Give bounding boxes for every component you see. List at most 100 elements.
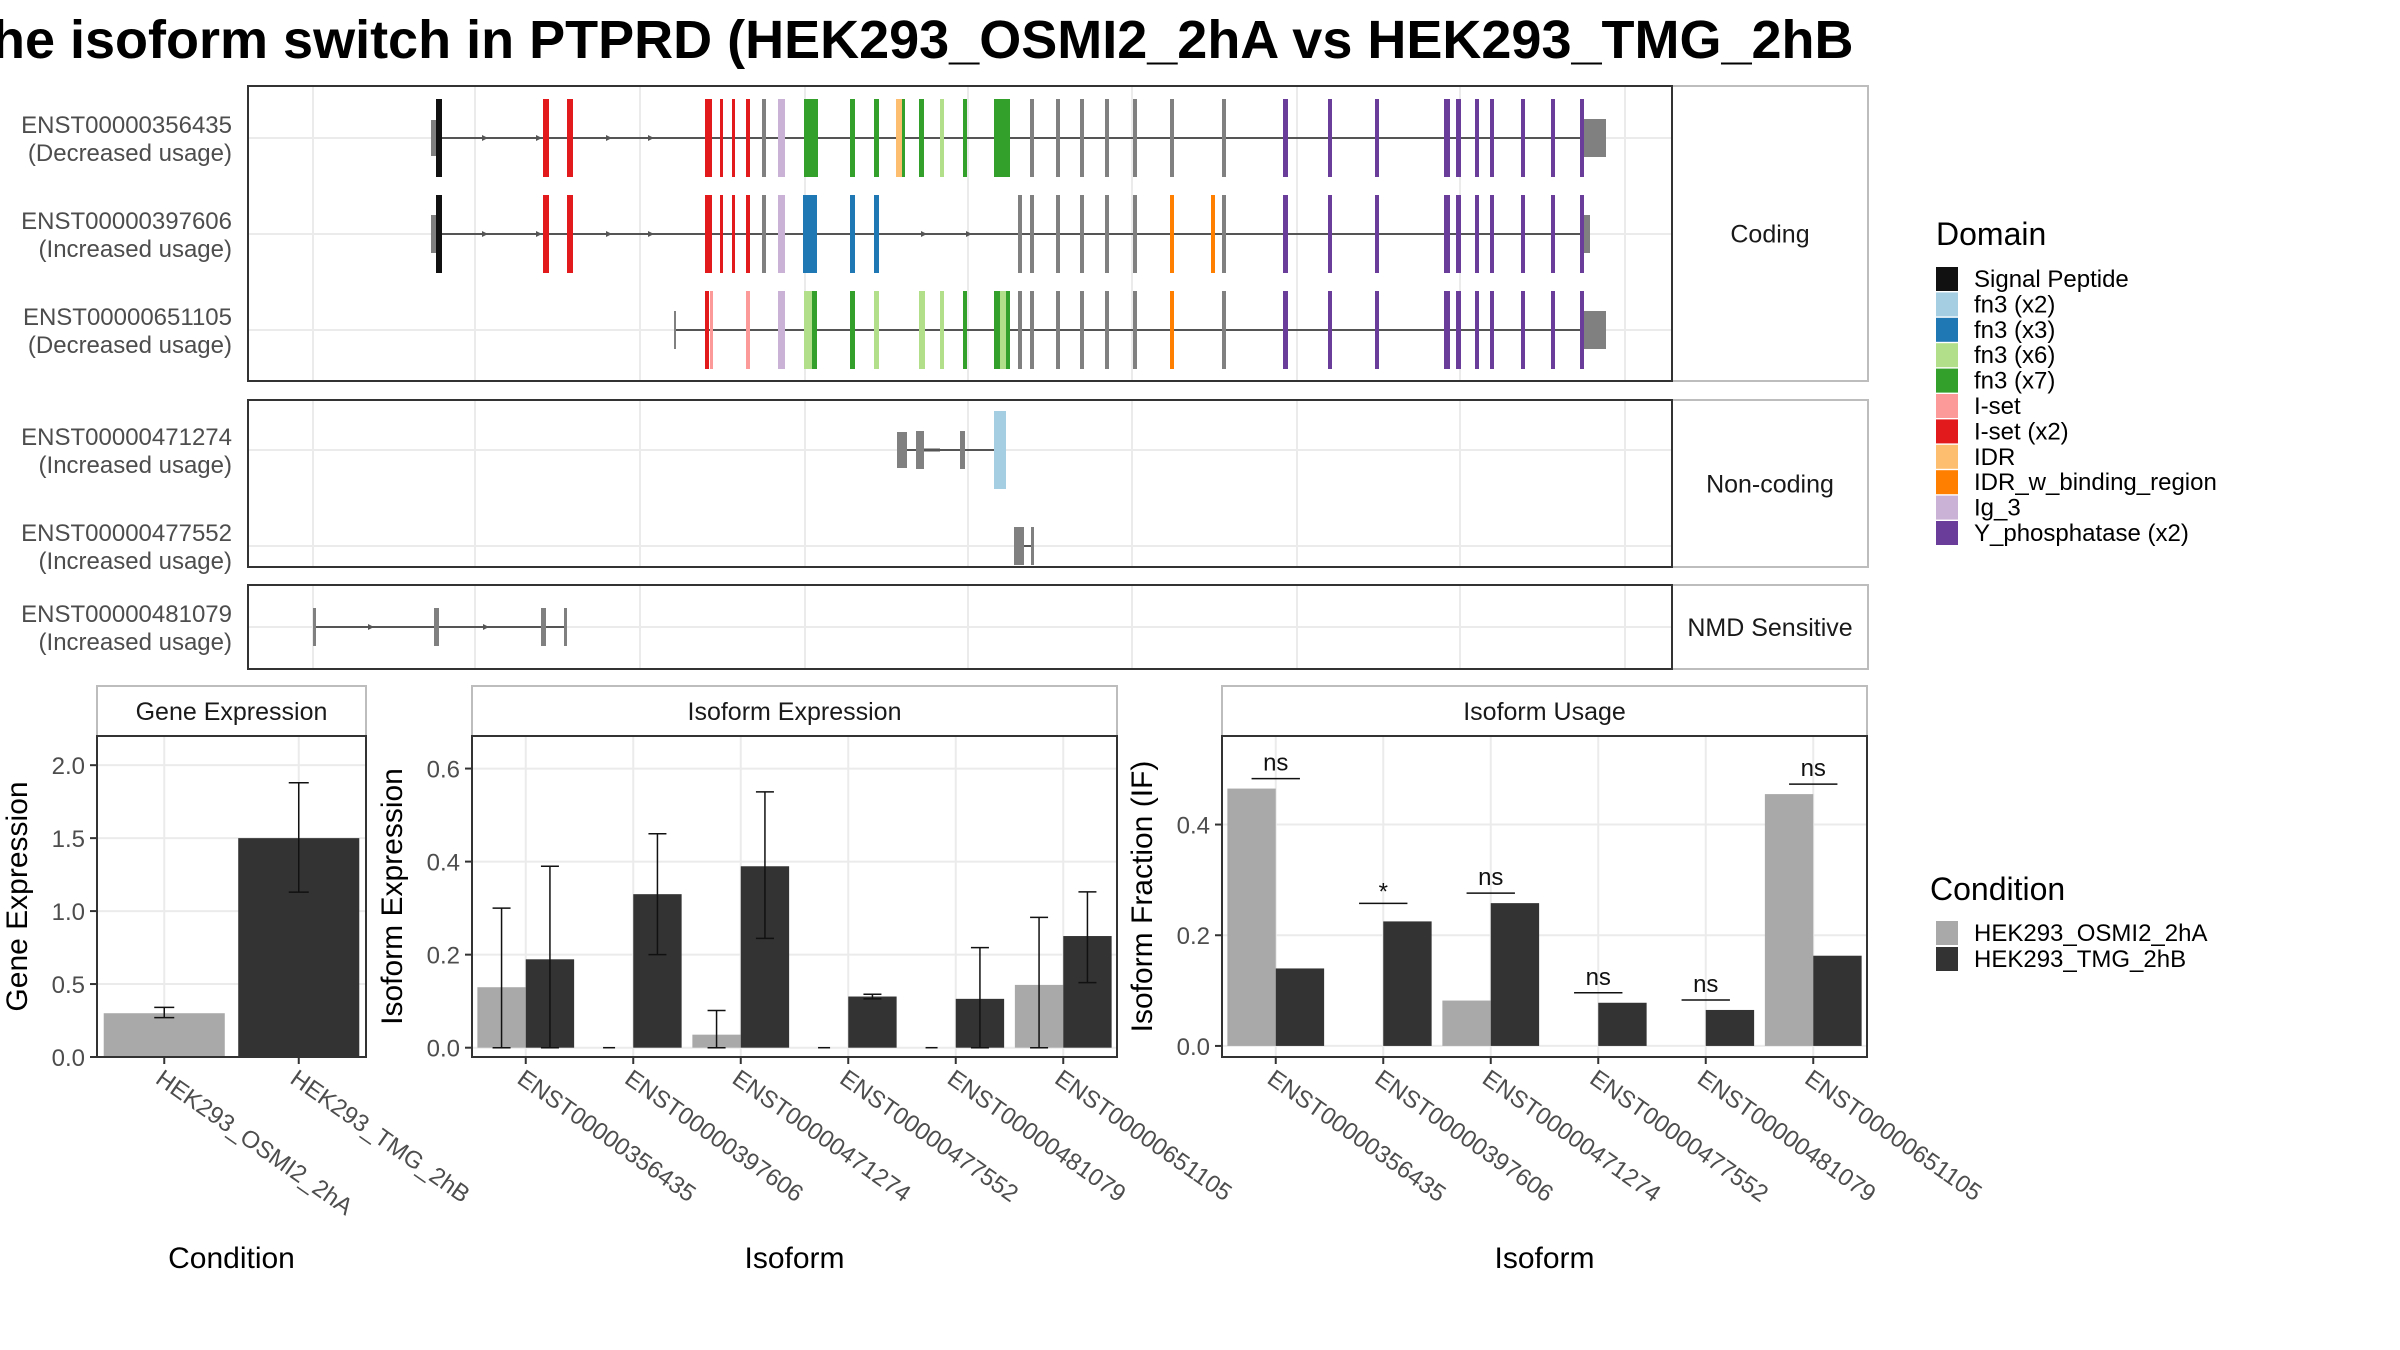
x-tick-label: ENST00000356435 bbox=[512, 1065, 700, 1208]
domain-legend-title: Domain bbox=[1936, 216, 2046, 252]
y-tick-label: 0.2 bbox=[1177, 923, 1210, 950]
strand-arrow bbox=[482, 231, 488, 237]
strand-arrow bbox=[606, 231, 612, 237]
strand-arrow bbox=[966, 231, 972, 237]
domain-exon bbox=[1328, 195, 1332, 273]
utr-exon bbox=[1582, 215, 1590, 253]
bar-panel-border bbox=[471, 735, 1118, 1058]
domain-exon bbox=[1551, 291, 1555, 369]
bar-panel-border bbox=[1221, 735, 1868, 1058]
y-tick-label: 1.5 bbox=[52, 826, 85, 853]
isoform-usage-label: (Increased usage) bbox=[39, 236, 232, 263]
coding-exon bbox=[1080, 291, 1084, 369]
domain-legend-swatch bbox=[1936, 292, 1958, 317]
isoform-usage-label: (Increased usage) bbox=[39, 629, 232, 656]
domain-exon bbox=[1328, 99, 1332, 177]
domain-exon bbox=[994, 291, 1000, 369]
y-tick-label: 0.4 bbox=[427, 850, 460, 877]
bar bbox=[1490, 903, 1540, 1046]
x-tick-label: ENST00000356435 bbox=[1262, 1065, 1450, 1208]
domain-exon bbox=[1456, 99, 1461, 177]
coding-exon bbox=[1056, 195, 1060, 273]
domain-exon bbox=[1580, 99, 1584, 177]
domain-exon bbox=[896, 99, 902, 177]
domain-exon bbox=[567, 195, 573, 273]
x-axis-title: Condition bbox=[168, 1242, 295, 1275]
x-axis-title: Isoform bbox=[744, 1242, 844, 1275]
utr-exon bbox=[431, 215, 436, 253]
domain-exon bbox=[1170, 195, 1174, 273]
y-tick-label: 0.0 bbox=[52, 1045, 85, 1072]
y-tick-label: 0.5 bbox=[52, 972, 85, 999]
domain-exon bbox=[919, 291, 925, 369]
condition-legend-title: Condition bbox=[1930, 871, 2065, 907]
significance-label: * bbox=[1379, 878, 1388, 905]
coding-exon bbox=[1030, 195, 1034, 273]
coding-exon bbox=[1222, 291, 1226, 369]
domain-legend-swatch bbox=[1936, 470, 1958, 495]
coding-exon bbox=[1080, 195, 1084, 273]
domain-exon bbox=[567, 99, 573, 177]
facet-strip-label: Coding bbox=[1730, 221, 1809, 249]
domain-legend-label: Signal Peptide bbox=[1974, 266, 2129, 293]
domain-legend-swatch bbox=[1936, 495, 1958, 520]
domain-legend-label: IDR_w_binding_region bbox=[1974, 469, 2217, 496]
domain-exon bbox=[778, 99, 785, 177]
domain-exon bbox=[812, 291, 817, 369]
strand-arrow bbox=[482, 135, 488, 141]
domain-exon bbox=[705, 195, 712, 273]
domain-exon bbox=[543, 195, 549, 273]
domain-exon bbox=[1521, 99, 1525, 177]
utr-exon bbox=[916, 431, 924, 469]
facet-strip-label: Non-coding bbox=[1706, 471, 1834, 499]
domain-exon bbox=[1521, 195, 1525, 273]
isoform-row-label: ENST00000397606 bbox=[21, 208, 232, 235]
coding-exon bbox=[1133, 99, 1137, 177]
panel-title: Isoform Usage bbox=[1463, 698, 1626, 726]
coding-exon bbox=[1018, 195, 1022, 273]
coding-exon bbox=[1030, 99, 1034, 177]
domain-exon bbox=[1475, 99, 1479, 177]
isoform-row-label: ENST00000481079 bbox=[21, 601, 232, 628]
x-tick-label: ENST00000471274 bbox=[1477, 1065, 1665, 1208]
domain-exon bbox=[994, 99, 1010, 177]
x-tick-label: ENST00000471274 bbox=[727, 1065, 915, 1208]
domain-exon bbox=[710, 291, 713, 369]
domain-legend-label: fn3 (x3) bbox=[1974, 317, 2055, 344]
domain-exon bbox=[1328, 291, 1332, 369]
y-tick-label: 0.4 bbox=[1177, 813, 1210, 840]
domain-exon bbox=[746, 99, 750, 177]
bar-panel-border bbox=[96, 735, 367, 1058]
domain-exon bbox=[1006, 291, 1010, 369]
domain-legend-label: fn3 (x6) bbox=[1974, 342, 2055, 369]
domain-exon bbox=[940, 291, 944, 369]
utr-exon bbox=[541, 608, 546, 646]
domain-exon bbox=[850, 195, 855, 273]
domain-exon bbox=[1283, 291, 1288, 369]
strand-arrow bbox=[648, 231, 654, 237]
x-tick-label: ENST00000481079 bbox=[1692, 1065, 1880, 1208]
x-tick-label: ENST00000477552 bbox=[1585, 1065, 1773, 1208]
domain-exon bbox=[1490, 291, 1494, 369]
structure-panel-border bbox=[247, 584, 1673, 670]
panel-title: Gene Expression bbox=[136, 698, 328, 726]
strand-arrow bbox=[483, 624, 489, 630]
domain-exon bbox=[1456, 195, 1461, 273]
strand-arrow bbox=[648, 135, 654, 141]
x-tick-label: ENST00000481079 bbox=[942, 1065, 1130, 1208]
domain-legend-swatch bbox=[1936, 368, 1958, 393]
domain-legend-label: fn3 (x7) bbox=[1974, 368, 2055, 395]
x-tick-label: ENST00000397606 bbox=[1370, 1065, 1558, 1208]
utr-exon bbox=[960, 431, 965, 469]
bar bbox=[1227, 788, 1276, 1046]
utr-exon bbox=[564, 608, 567, 646]
condition-legend-label: HEK293_OSMI2_2hA bbox=[1974, 920, 2207, 947]
x-tick-label: ENST00000651105 bbox=[1800, 1065, 1987, 1207]
x-tick-label: ENST00000651105 bbox=[1050, 1065, 1237, 1207]
domain-exon bbox=[732, 195, 735, 273]
domain-legend-label: IDR bbox=[1974, 444, 2015, 471]
domain-exon bbox=[720, 99, 723, 177]
condition-legend-label: HEK293_TMG_2hB bbox=[1974, 946, 2186, 973]
coding-exon bbox=[1105, 99, 1109, 177]
